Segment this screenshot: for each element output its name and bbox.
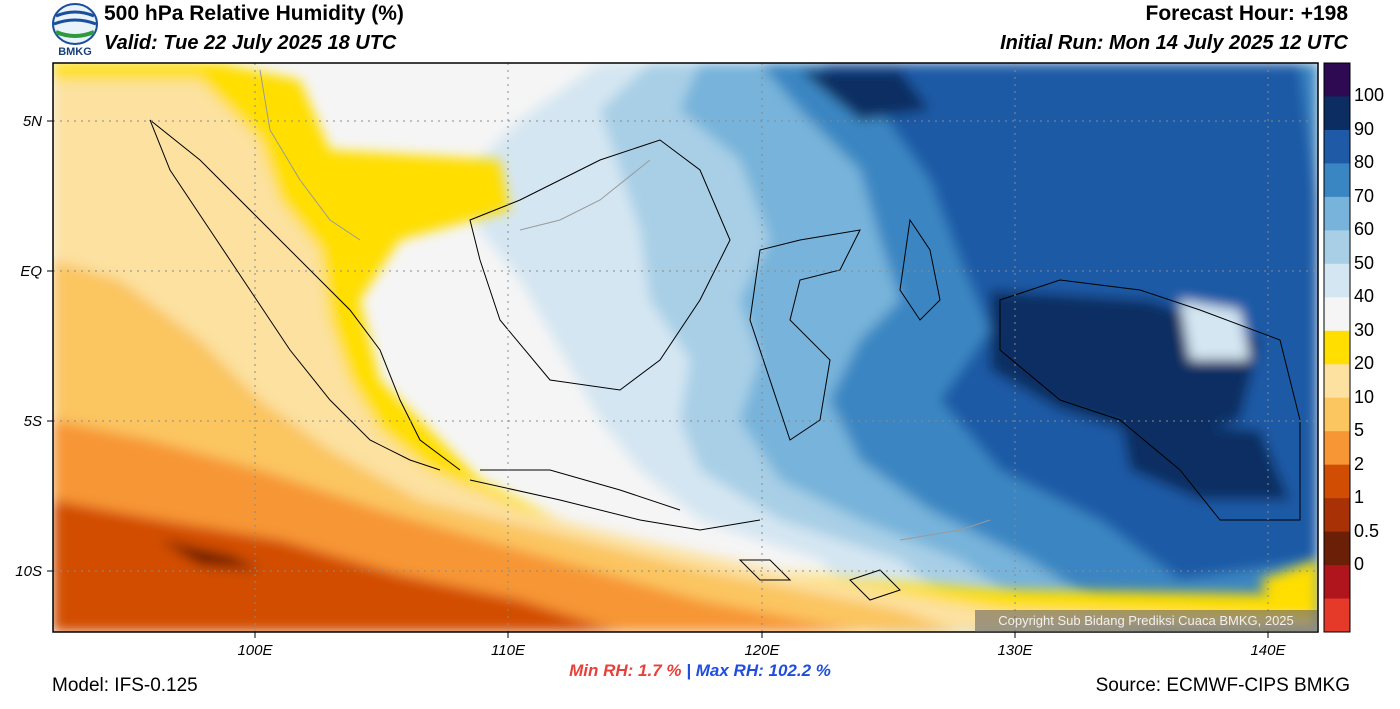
colorbar-swatch xyxy=(1324,330,1350,365)
min-rh-label: Min RH: xyxy=(569,661,634,680)
colorbar-label: 5 xyxy=(1354,420,1365,441)
forecast-hour: Forecast Hour: +198 xyxy=(1145,2,1349,25)
colorbar-swatch xyxy=(1324,598,1350,633)
colorbar-label: 40 xyxy=(1354,286,1375,307)
colorbar-swatch xyxy=(1324,498,1350,533)
max-rh-label: Max RH: xyxy=(695,661,764,680)
colorbar-swatch xyxy=(1324,230,1350,265)
colorbar-frame xyxy=(1323,62,1351,633)
stats-separator: | xyxy=(686,661,692,680)
lat-label-5s: 5S xyxy=(23,413,42,430)
colorbar-swatch xyxy=(1324,297,1350,332)
colorbar-label: 60 xyxy=(1354,219,1375,240)
bmkg-logo-icon: BMKG xyxy=(50,2,100,62)
colorbar-swatch xyxy=(1324,531,1350,566)
map-title: 500 hPa Relative Humidity (%) xyxy=(104,2,404,25)
colorbar-swatch xyxy=(1324,263,1350,298)
lon-label-130e: 130E xyxy=(997,642,1033,659)
lat-label-10s: 10S xyxy=(15,563,42,580)
colorbar-label: 50 xyxy=(1354,252,1375,273)
colorbar-label: 0 xyxy=(1354,554,1365,575)
colorbar-label: 30 xyxy=(1354,319,1375,340)
colorbar-label: 0.5 xyxy=(1354,520,1380,541)
colorbar-swatch xyxy=(1324,96,1350,131)
colorbar-label: 80 xyxy=(1354,152,1375,173)
colorbar-swatch xyxy=(1324,196,1350,231)
lon-label-140e: 140E xyxy=(1250,642,1286,659)
max-rh-value: 102.2 % xyxy=(768,661,831,680)
lat-label-eq: EQ xyxy=(20,263,42,280)
model-label: Model: IFS-0.125 xyxy=(52,675,198,696)
coastlines xyxy=(149,119,1301,601)
source-label: Source: ECMWF-CIPS BMKG xyxy=(1095,675,1350,696)
colorbar-swatch xyxy=(1324,63,1350,97)
humidity-field xyxy=(53,63,1318,632)
colorbar-swatch xyxy=(1324,431,1350,466)
initial-run: Initial Run: Mon 14 July 2025 12 UTC xyxy=(1000,32,1348,54)
min-rh-value: 1.7 % xyxy=(638,661,682,680)
colorbar-swatch xyxy=(1324,464,1350,499)
colorbar-swatch xyxy=(1324,397,1350,432)
colorbar-label: 1 xyxy=(1354,487,1365,508)
lat-label-5n: 5N xyxy=(22,113,42,130)
colorbar-swatch xyxy=(1324,163,1350,198)
colorbar-label: 70 xyxy=(1354,185,1375,206)
valid-time: Valid: Tue 22 July 2025 18 UTC xyxy=(104,32,397,54)
rh-stats: Min RH: 1.7 % | Max RH: 102.2 % xyxy=(0,661,1400,681)
colorbar-label: 90 xyxy=(1354,118,1375,139)
lon-label-100e: 100E xyxy=(237,642,273,659)
logo-label: BMKG xyxy=(58,46,92,58)
lon-label-120e: 120E xyxy=(744,642,780,659)
lon-label-110e: 110E xyxy=(491,642,525,659)
colorbar-label: 20 xyxy=(1354,353,1375,374)
colorbar-label: 100 xyxy=(1354,85,1385,106)
colorbar-label: 10 xyxy=(1354,386,1375,407)
colorbar-swatch xyxy=(1324,129,1350,164)
colorbar-swatch xyxy=(1324,364,1350,399)
copyright-notice: Copyright Sub Bidang Prediksi Cuaca BMKG… xyxy=(975,610,1317,632)
colorbar xyxy=(1323,62,1351,633)
colorbar-label: 2 xyxy=(1354,453,1365,474)
graticule xyxy=(53,63,1318,632)
colorbar-swatch xyxy=(1324,565,1350,600)
